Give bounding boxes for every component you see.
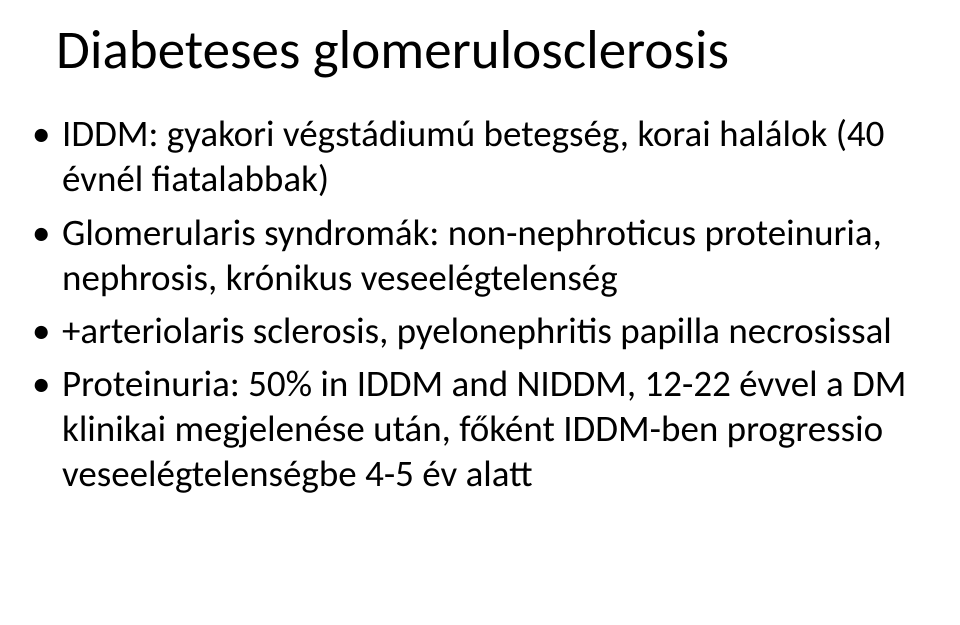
list-item: Proteinuria: 50% in IDDM and NIDDM, 12-2…	[30, 361, 950, 496]
slide: Diabeteses glomerulosclerosis IDDM: gyak…	[0, 0, 960, 625]
bullet-list: IDDM: gyakori végstádiumú betegség, kora…	[30, 111, 950, 496]
list-item: +arteriolaris sclerosis, pyelonephritis …	[30, 308, 950, 353]
list-item: Glomerularis syndromák: non-nephroticus …	[30, 210, 950, 300]
slide-title: Diabeteses glomerulosclerosis	[56, 18, 950, 81]
list-item: IDDM: gyakori végstádiumú betegség, kora…	[30, 111, 950, 201]
